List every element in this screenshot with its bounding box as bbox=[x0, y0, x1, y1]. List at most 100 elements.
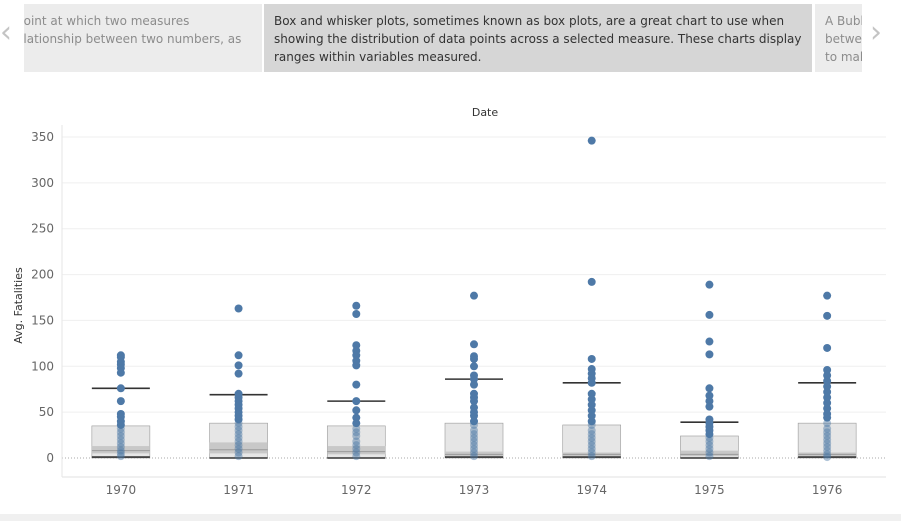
data-point bbox=[587, 452, 596, 461]
carousel-card-active[interactable]: Box and whisker plots, sometimes known a… bbox=[264, 4, 812, 72]
data-point bbox=[587, 411, 596, 420]
data-point bbox=[587, 448, 596, 457]
carousel-card-previous-line-1: point at which two measures bbox=[24, 14, 190, 28]
data-point bbox=[705, 448, 714, 457]
data-point bbox=[470, 441, 478, 450]
data-point bbox=[587, 406, 596, 415]
data-point bbox=[470, 354, 478, 363]
data-point bbox=[823, 398, 832, 407]
data-point bbox=[352, 351, 361, 360]
y-axis-label: Avg. Fatalities bbox=[12, 267, 25, 344]
data-point bbox=[705, 437, 714, 446]
data-point bbox=[116, 428, 125, 437]
data-point bbox=[234, 444, 243, 453]
data-point bbox=[116, 452, 125, 461]
data-point bbox=[352, 441, 361, 450]
data-point bbox=[823, 376, 832, 385]
data-point bbox=[705, 350, 714, 359]
data-point bbox=[705, 310, 714, 319]
data-point bbox=[587, 395, 596, 404]
data-point bbox=[587, 378, 596, 387]
data-point bbox=[470, 433, 478, 442]
data-point bbox=[823, 439, 832, 448]
data-point bbox=[823, 424, 832, 433]
x-tick-label: 1970 bbox=[106, 483, 137, 497]
data-point bbox=[470, 426, 478, 435]
data-point bbox=[587, 437, 596, 446]
x-tick-label: 1974 bbox=[576, 483, 607, 497]
chart-title: Date bbox=[472, 106, 499, 119]
x-tick-label: 1972 bbox=[341, 483, 372, 497]
data-point bbox=[234, 437, 243, 446]
data-point bbox=[116, 384, 125, 393]
data-point bbox=[352, 341, 361, 350]
box-inner bbox=[680, 450, 739, 457]
data-point bbox=[352, 428, 361, 437]
data-point bbox=[823, 431, 832, 440]
data-point bbox=[823, 291, 832, 300]
data-point bbox=[823, 311, 832, 320]
data-point bbox=[705, 452, 714, 461]
data-point bbox=[587, 430, 596, 439]
data-point bbox=[234, 419, 243, 428]
data-point bbox=[352, 452, 361, 461]
data-point bbox=[234, 369, 243, 378]
data-point bbox=[352, 419, 361, 428]
data-point bbox=[352, 310, 361, 319]
data-point bbox=[823, 446, 832, 455]
carousel-card-next-line-3: to mak bbox=[825, 50, 862, 64]
data-point bbox=[352, 444, 361, 453]
chevron-right-icon[interactable]: › bbox=[870, 15, 882, 50]
x-tick-label: 1976 bbox=[812, 483, 843, 497]
data-point bbox=[234, 351, 243, 360]
data-point bbox=[823, 442, 832, 451]
data-point bbox=[352, 424, 361, 433]
y-tick-label: 250 bbox=[31, 222, 54, 236]
data-point bbox=[234, 448, 243, 457]
data-point bbox=[470, 380, 478, 389]
data-point bbox=[470, 452, 478, 461]
data-point bbox=[352, 406, 361, 415]
data-point bbox=[116, 420, 125, 429]
data-point bbox=[234, 422, 243, 431]
data-point bbox=[705, 397, 714, 406]
data-point bbox=[705, 280, 714, 289]
data-point bbox=[116, 435, 125, 444]
data-point bbox=[116, 442, 125, 451]
data-point bbox=[116, 368, 125, 377]
data-point bbox=[470, 430, 478, 439]
y-tick-label: 200 bbox=[31, 268, 54, 282]
data-point bbox=[705, 337, 714, 346]
y-tick-label: 350 bbox=[31, 130, 54, 144]
data-point bbox=[705, 433, 714, 442]
carousel-card-next-line-2: betwe bbox=[825, 32, 862, 46]
carousel-card-active-text: Box and whisker plots, sometimes known a… bbox=[274, 14, 802, 64]
explainer-carousel: ‹ point at which two measures elationshi… bbox=[0, 0, 901, 74]
data-point bbox=[352, 380, 361, 389]
data-point bbox=[705, 430, 714, 439]
data-point bbox=[470, 340, 478, 349]
data-point bbox=[587, 417, 596, 426]
box-inner bbox=[91, 446, 150, 454]
data-point bbox=[587, 433, 596, 442]
box-plot-svg: Date Avg. Fatalities 0 50 100 150 200 250 300 350… bbox=[12, 106, 886, 497]
data-point bbox=[470, 417, 478, 426]
x-tick-label: 1975 bbox=[694, 483, 725, 497]
data-point bbox=[234, 430, 243, 439]
data-point bbox=[587, 277, 596, 286]
chevron-left-icon[interactable]: ‹ bbox=[0, 15, 12, 50]
data-point bbox=[470, 375, 478, 384]
y-tick-label: 0 bbox=[46, 451, 54, 465]
carousel-card-previous[interactable]: point at which two measures elationship … bbox=[24, 4, 262, 72]
data-point bbox=[823, 387, 832, 396]
data-point bbox=[823, 413, 832, 422]
data-point bbox=[823, 404, 832, 413]
data-point bbox=[587, 400, 596, 409]
data-point bbox=[470, 291, 478, 300]
data-point bbox=[234, 452, 243, 461]
data-point bbox=[823, 428, 832, 437]
data-point bbox=[352, 301, 361, 310]
box-inner bbox=[327, 446, 386, 455]
y-tick-label: 50 bbox=[39, 405, 54, 419]
